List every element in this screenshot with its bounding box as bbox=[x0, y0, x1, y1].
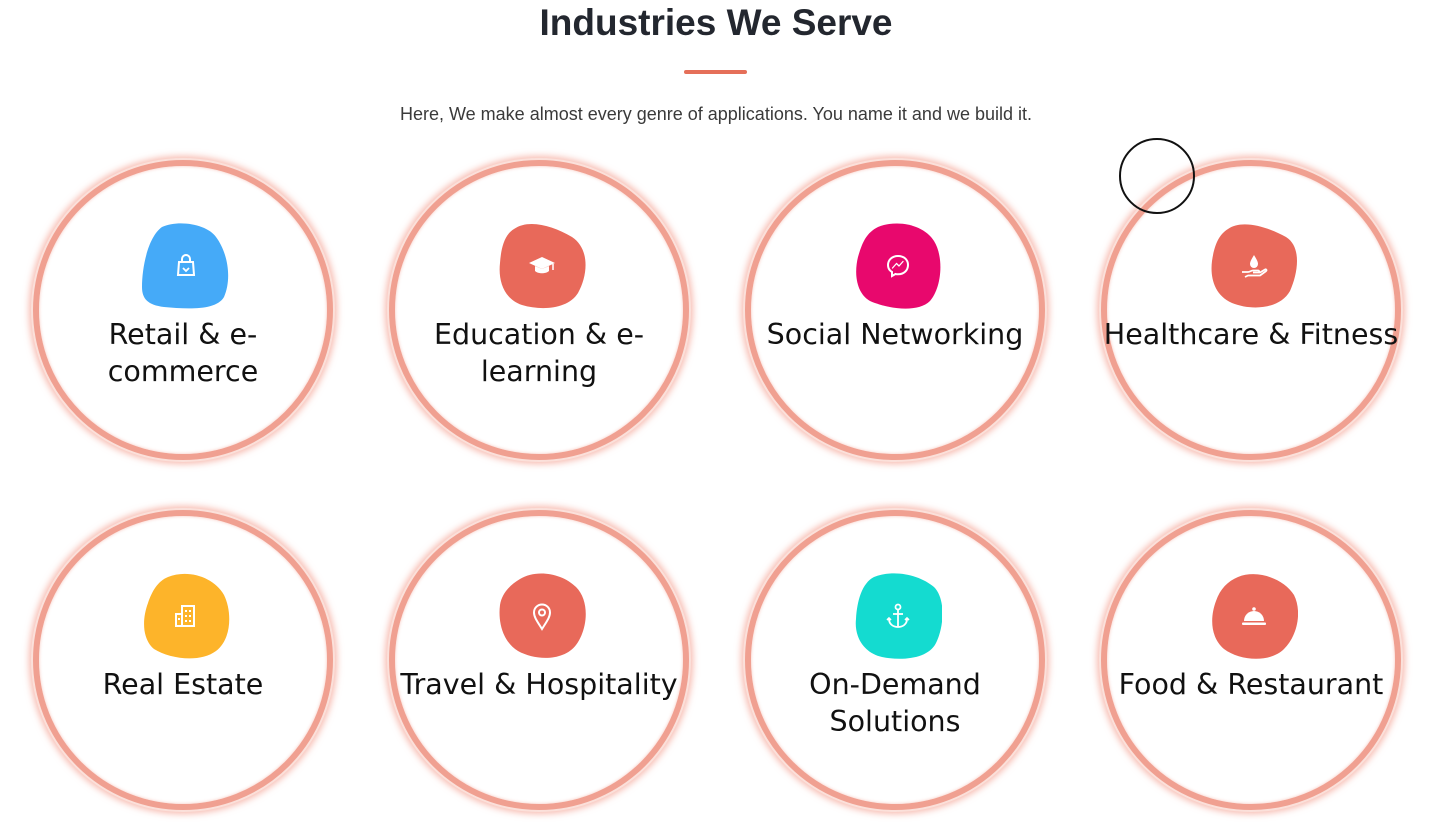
industry-card-education[interactable]: Education & e- learning bbox=[389, 160, 689, 460]
industry-label: On-Demand Solutions bbox=[809, 668, 981, 738]
industry-card-real-estate[interactable]: Real Estate bbox=[33, 510, 333, 810]
hand-drop-icon bbox=[1210, 223, 1298, 309]
anchor-icon bbox=[854, 573, 942, 659]
messenger-icon bbox=[854, 223, 942, 309]
industry-label: Retail & e- commerce bbox=[107, 318, 259, 388]
building-icon bbox=[142, 573, 230, 659]
map-pin-icon bbox=[498, 573, 586, 659]
section-subtitle: Here, We make almost every genre of appl… bbox=[399, 104, 1032, 124]
graduation-cap-icon bbox=[498, 223, 586, 309]
industry-label: Healthcare & Fitness bbox=[1103, 318, 1399, 351]
industry-label: Education & e- learning bbox=[433, 318, 645, 388]
industry-card-social-networking[interactable]: Social Networking bbox=[745, 160, 1045, 460]
industry-label: Travel & Hospitality bbox=[400, 668, 678, 701]
cloche-icon bbox=[1210, 573, 1298, 659]
industry-label: Real Estate bbox=[102, 668, 264, 701]
shopping-bag-icon bbox=[142, 223, 230, 309]
industry-card-on-demand[interactable]: On-Demand Solutions bbox=[745, 510, 1045, 810]
industry-label: Social Networking bbox=[766, 318, 1024, 351]
section-title: Industries We Serve bbox=[539, 2, 893, 43]
industry-label: Food & Restaurant bbox=[1118, 668, 1384, 701]
industry-card-healthcare[interactable]: Healthcare & Fitness bbox=[1101, 160, 1401, 460]
industry-card-retail[interactable]: Retail & e- commerce bbox=[33, 160, 333, 460]
industry-card-food[interactable]: Food & Restaurant bbox=[1101, 510, 1401, 810]
title-underline bbox=[684, 70, 747, 74]
industry-card-travel[interactable]: Travel & Hospitality bbox=[389, 510, 689, 810]
